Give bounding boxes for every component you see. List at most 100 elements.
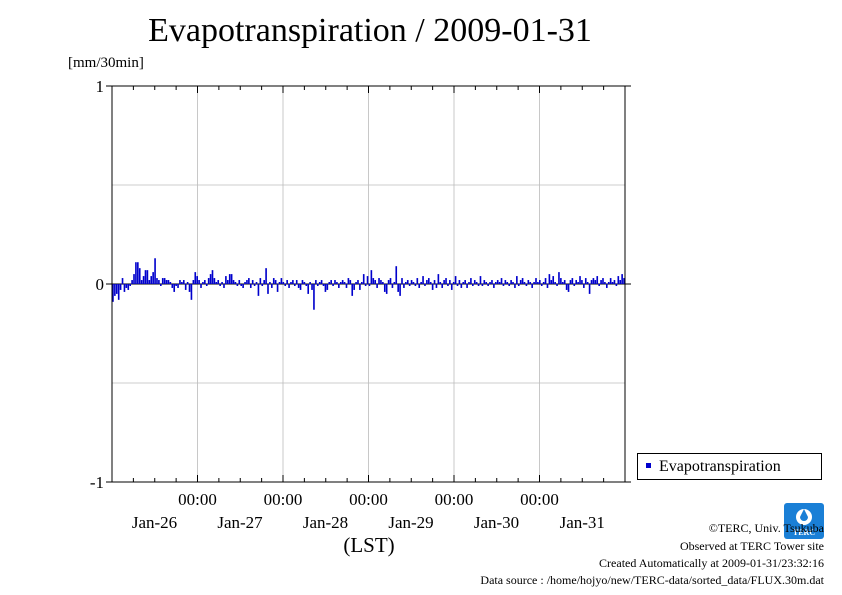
y-tick-label: 0 [96,275,105,294]
y-tick-label: 1 [96,77,105,96]
data-bar [271,284,273,288]
chart-title: Evapotranspiration / 2009-01-31 [148,12,592,49]
data-bar [225,276,227,284]
data-bar [598,284,600,286]
legend: Evapotranspiration [637,453,822,480]
x-tick-time-label: 00:00 [264,490,303,509]
data-bar [150,276,153,284]
data-bar [550,280,553,284]
data-bar [494,282,497,284]
data-bar [257,284,260,296]
data-bar [114,284,116,296]
data-bar [521,278,524,284]
data-bar [272,278,275,284]
data-bar [137,262,139,284]
data-bar [563,280,566,284]
data-bar [368,284,371,286]
data-bar [571,278,574,284]
data-bar [481,284,484,286]
data-bar [133,274,135,284]
data-bar [558,272,560,284]
data-bar [305,284,308,286]
data-bar [613,280,616,284]
data-bar [439,282,442,284]
data-bar [380,280,382,284]
data-bar [240,284,243,286]
credit-site: Observed at TERC Tower site [679,539,824,553]
data-bar [328,282,331,284]
data-bar [215,282,218,284]
data-bar [232,280,235,284]
data-bar [292,280,294,284]
data-bar [512,282,514,284]
data-bar [303,282,306,284]
data-bar [479,276,482,284]
data-bar [190,284,193,300]
data-bar [403,284,405,288]
data-bar [156,278,158,284]
data-bar [623,278,625,284]
data-bar [169,282,172,284]
data-bar [429,282,432,284]
data-bar [142,276,145,284]
data-bar [127,284,130,290]
credit-data-source: Data source : /home/hojyo/new/TERC-data/… [480,573,824,587]
data-bar [412,282,415,284]
data-bar [552,276,555,284]
data-bar [472,284,474,286]
data-bar [542,282,545,284]
data-bar [466,284,468,288]
data-bar [173,284,176,292]
data-bar [464,280,466,284]
data-bar [184,284,187,290]
data-bar [140,280,143,284]
data-bar [117,284,120,300]
data-bar [217,280,220,284]
data-bar [234,282,237,284]
data-bar [408,284,411,286]
data-bar [301,280,304,284]
data-bar [219,284,221,286]
data-bar [299,284,302,290]
data-bar [468,282,470,284]
data-bar [433,280,436,284]
data-bar [121,278,124,284]
data-bar [496,280,499,284]
data-bar [345,284,348,288]
data-bar [621,274,623,284]
data-bar [112,284,114,302]
data-bar [393,282,396,284]
data-bar [259,278,262,284]
x-tick-date-label: Jan-31 [560,513,605,532]
data-bar [236,284,239,286]
data-bar [353,284,355,290]
data-bar [364,284,367,286]
data-bar [493,284,495,288]
data-bar [535,278,537,284]
data-bar [527,280,530,284]
data-bar [163,278,166,284]
data-bar [594,280,597,284]
x-axis-label: (LST) [343,533,394,557]
legend-label: Evapotranspiration [659,458,781,475]
data-bar [341,280,344,284]
data-bar [129,284,131,286]
data-bar [420,282,422,284]
data-bar [123,284,126,292]
data-bar [339,282,342,284]
data-bar [265,268,267,284]
data-bar [619,280,622,284]
data-bar [485,282,488,284]
data-bar [600,280,602,284]
data-bar [349,280,352,284]
data-bar [372,278,375,284]
x-tick-time-label: 00:00 [349,490,388,509]
y-tick-label: -1 [90,473,104,492]
data-bar [539,280,541,284]
data-bar [267,284,269,294]
data-bar [336,282,338,284]
data-bar [181,282,183,284]
data-bar [584,278,587,284]
data-bar [318,282,321,284]
